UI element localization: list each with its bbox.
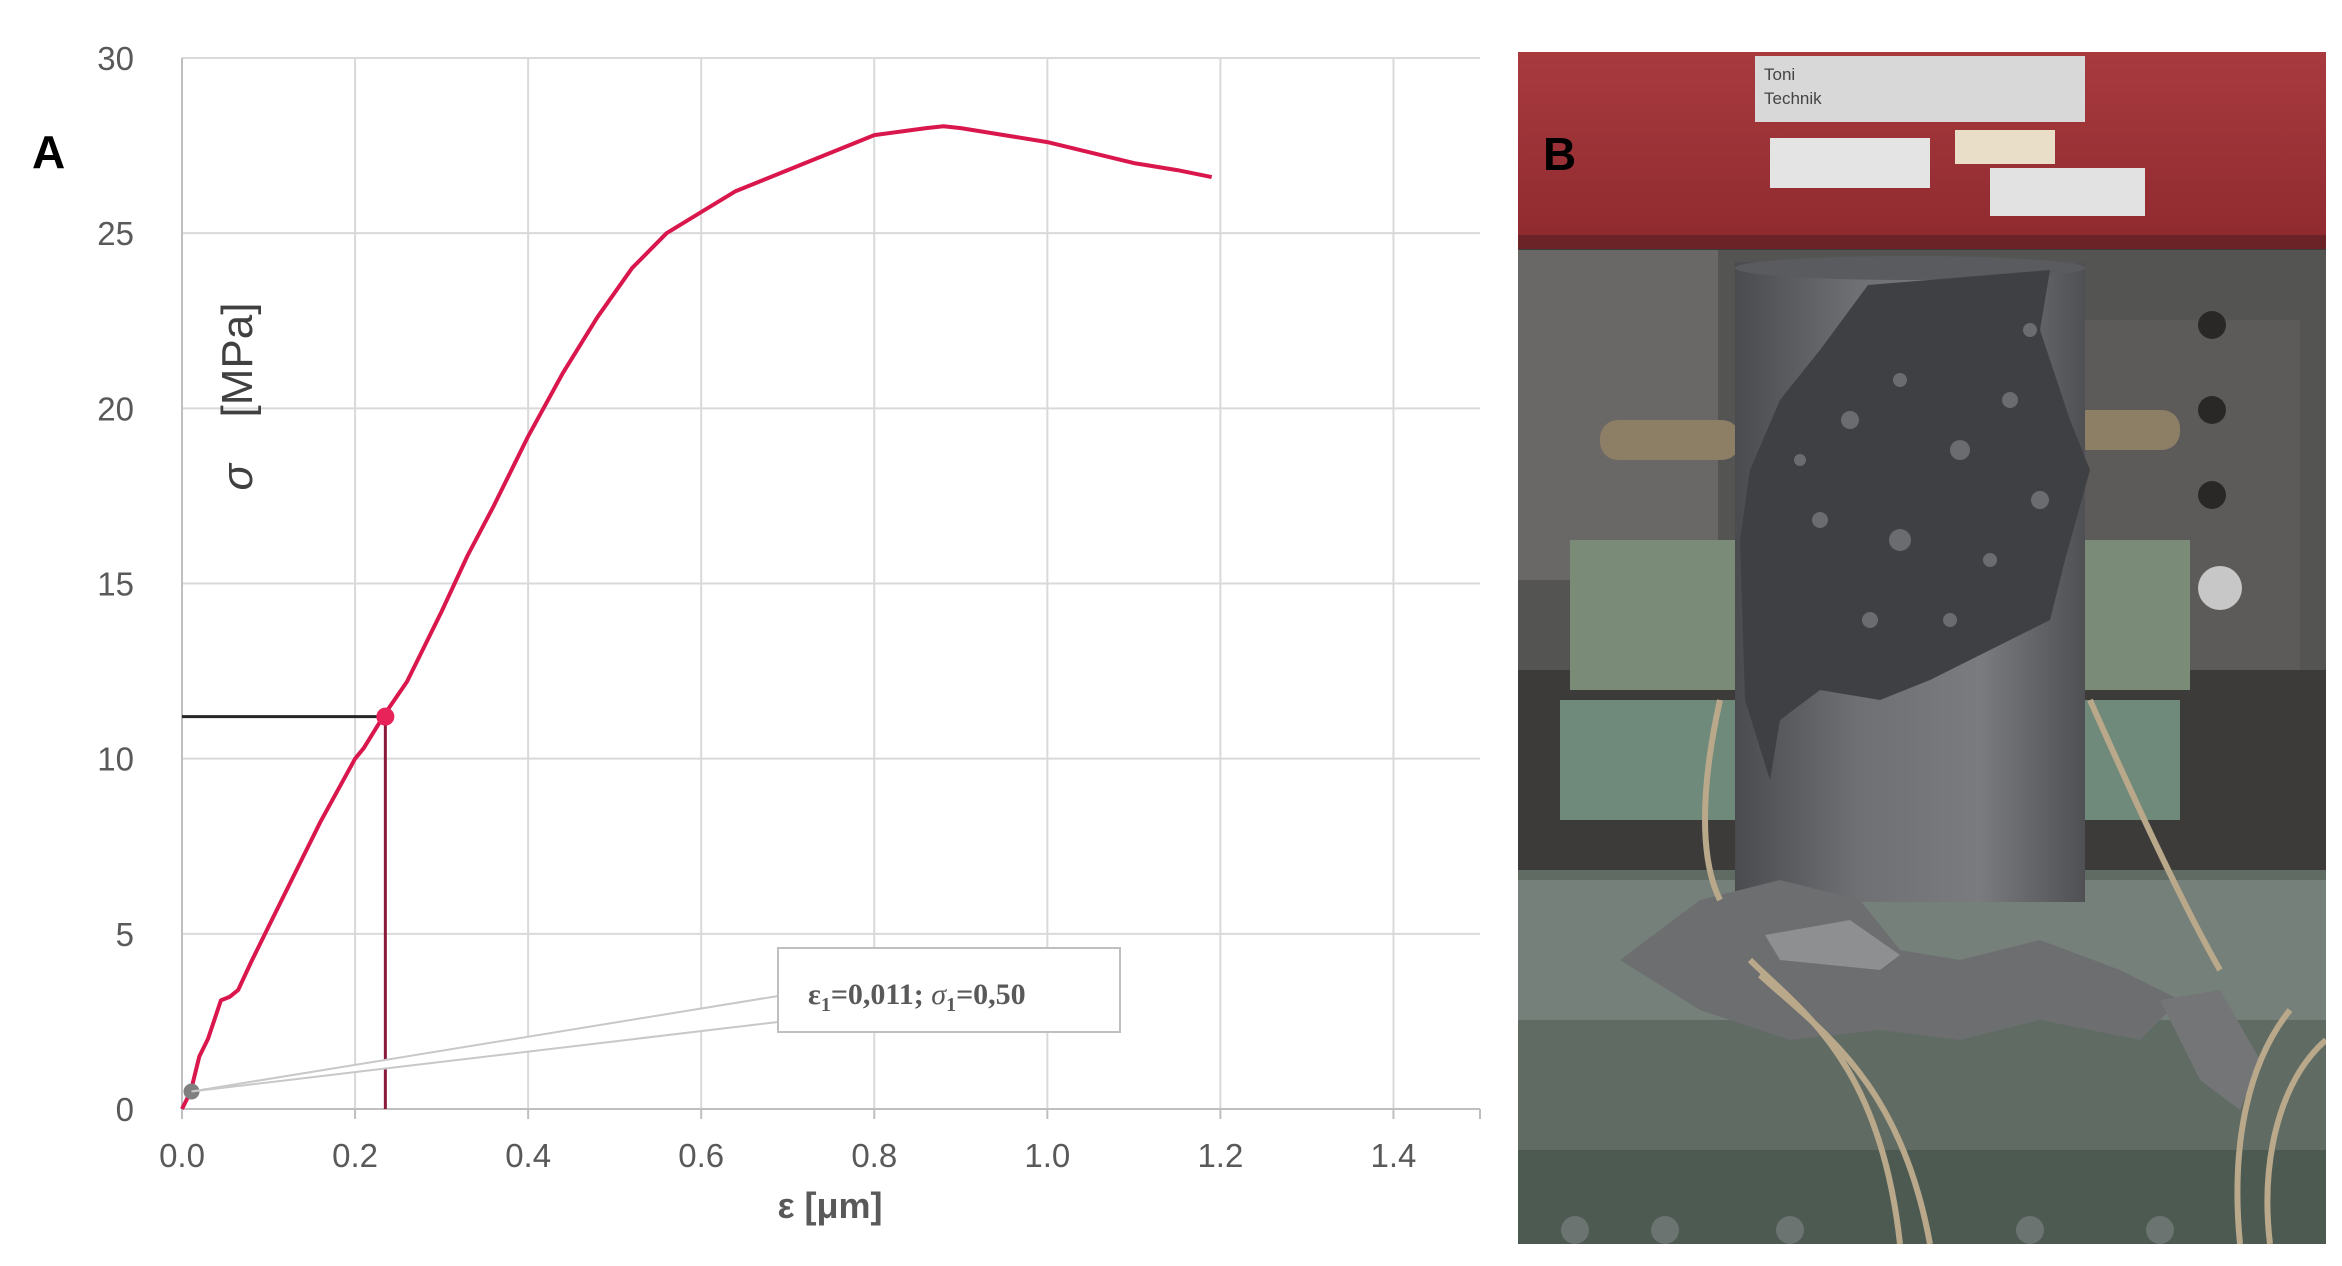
x-tick-label: 0.6 [678,1137,724,1174]
callout-box [777,947,1121,1033]
guide-lines [182,715,387,1109]
left-clamp [1570,540,1740,690]
panel-b-label: B [1543,128,1576,180]
photo-panel: Toni Technik [1518,52,2326,1244]
x-axis-title: ε [μm] [777,1185,882,1226]
tick-labels: 0 5 10 15 20 25 30 0.0 0.2 0.4 0.6 0.8 1.0 1.2 1.4 [97,40,1416,1174]
callout-eps-subscript: 1 [821,994,831,1016]
x-tick-label: 0.8 [851,1137,897,1174]
y-axis-title: σ [MPa] [213,303,262,491]
series [180,124,1213,1110]
callout-sig-value: =0,50 [956,978,1026,1011]
left-rod [1600,420,1740,460]
y-tick-label: 25 [97,215,134,252]
press-sign [1755,56,2085,122]
sensor-cables [1702,698,2326,1244]
press-sign-text-1: Toni [1764,65,1795,84]
y-tick-label: 0 [116,1091,134,1128]
callout-text: ε1=0,011; σ1=0,50 [808,978,1026,1016]
y-tick-label: 30 [97,40,134,77]
callout-epsilon: ε [808,978,821,1011]
debris-chunk [1765,920,1900,970]
sticker [1990,168,2145,216]
right-clamp [2080,540,2190,690]
y-tick-label: 5 [116,916,134,953]
right-rod [2060,410,2180,450]
callout-sigma: σ [931,978,947,1011]
x-tick-label: 1.2 [1197,1137,1243,1174]
base-bolts [1561,1216,2174,1244]
debris [1620,880,2180,1040]
press-sign-text-2: Technik [1764,89,1822,108]
axes [181,58,1481,1119]
bolt-icon [2198,566,2242,610]
bolt-icon [2198,481,2226,509]
specimen-top [1735,256,2085,280]
callout-eps-value: =0,011; [831,978,931,1011]
x-tick-label: 0.4 [505,1137,551,1174]
x-tick-label: 1.4 [1371,1137,1417,1174]
y-tick-label: 15 [97,566,134,603]
callout-sig-subscript: 1 [946,994,956,1016]
y-axis-unit: [MPa] [213,303,262,418]
left-green-block [1560,700,1740,820]
y-tick-label: 10 [97,741,134,778]
panel-a-label: A [32,126,65,178]
highlight-point [376,707,395,726]
y-tick-label: 20 [97,390,134,427]
stress-strain-curve [180,124,1213,1110]
bolt-icon [2198,396,2226,424]
y-axis-symbol: σ [213,463,262,491]
x-tick-label: 1.0 [1024,1137,1070,1174]
callout: ε1=0,011; σ1=0,50 [191,947,1121,1093]
grid [182,57,1480,1110]
sticker [1955,130,2055,164]
press-plate-edge [1518,235,2326,249]
aggregate [1794,323,2049,628]
bolt-icon [2198,311,2226,339]
left-machinery [1518,250,1718,580]
x-tick-label: 0.2 [332,1137,378,1174]
x-tick-label: 0.0 [159,1137,205,1174]
debris-chunk [2160,990,2260,1110]
callout-pointer [191,994,779,1093]
sticker [1770,138,1930,188]
